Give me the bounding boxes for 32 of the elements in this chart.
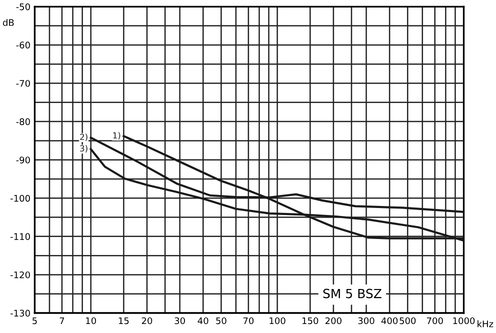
y-tick-label: -100 [10, 194, 30, 202]
y-tick-label: -110 [10, 233, 30, 240]
y-tick-label: -50 [16, 3, 30, 10]
x-tick-label: 200 [325, 317, 342, 324]
x-tick-label: 300 [358, 317, 374, 324]
x-tick-label: 10 [86, 317, 96, 324]
x-tick-label: 15 [118, 317, 129, 324]
x-axis-title: kHz [478, 320, 494, 328]
series-label: 1) [113, 132, 120, 140]
x-tick-label: 70 [243, 317, 254, 324]
x-tick-label: 20 [142, 317, 152, 324]
x-tick-label: 100 [270, 317, 286, 324]
y-tick-label: -90 [16, 156, 30, 164]
x-tick-label: 30 [174, 317, 185, 324]
x-tick-label: 500 [400, 317, 416, 324]
y-tick-label: -120 [10, 271, 30, 278]
x-tick-label: 700 [427, 317, 443, 324]
x-tick-label: 7 [60, 317, 64, 324]
annotation: SM 5 BSZ [323, 288, 382, 298]
x-tick-label: 40 [198, 317, 208, 324]
series-label: 2) [80, 134, 88, 142]
x-tick-label: 50 [216, 317, 226, 324]
y-tick-label: -70 [16, 80, 30, 87]
y-axis-title: dB [2, 18, 14, 26]
x-tick-label: 150 [302, 317, 318, 324]
x-tick-label: 400 [381, 317, 398, 324]
y-tick-label: -80 [16, 118, 30, 126]
series-label: 3) [80, 145, 88, 153]
y-tick-label: -60 [16, 42, 30, 49]
x-tick-label: 5 [32, 317, 37, 324]
y-tick-label: -130 [10, 310, 30, 317]
x-tick-label: 1000 [453, 317, 475, 324]
